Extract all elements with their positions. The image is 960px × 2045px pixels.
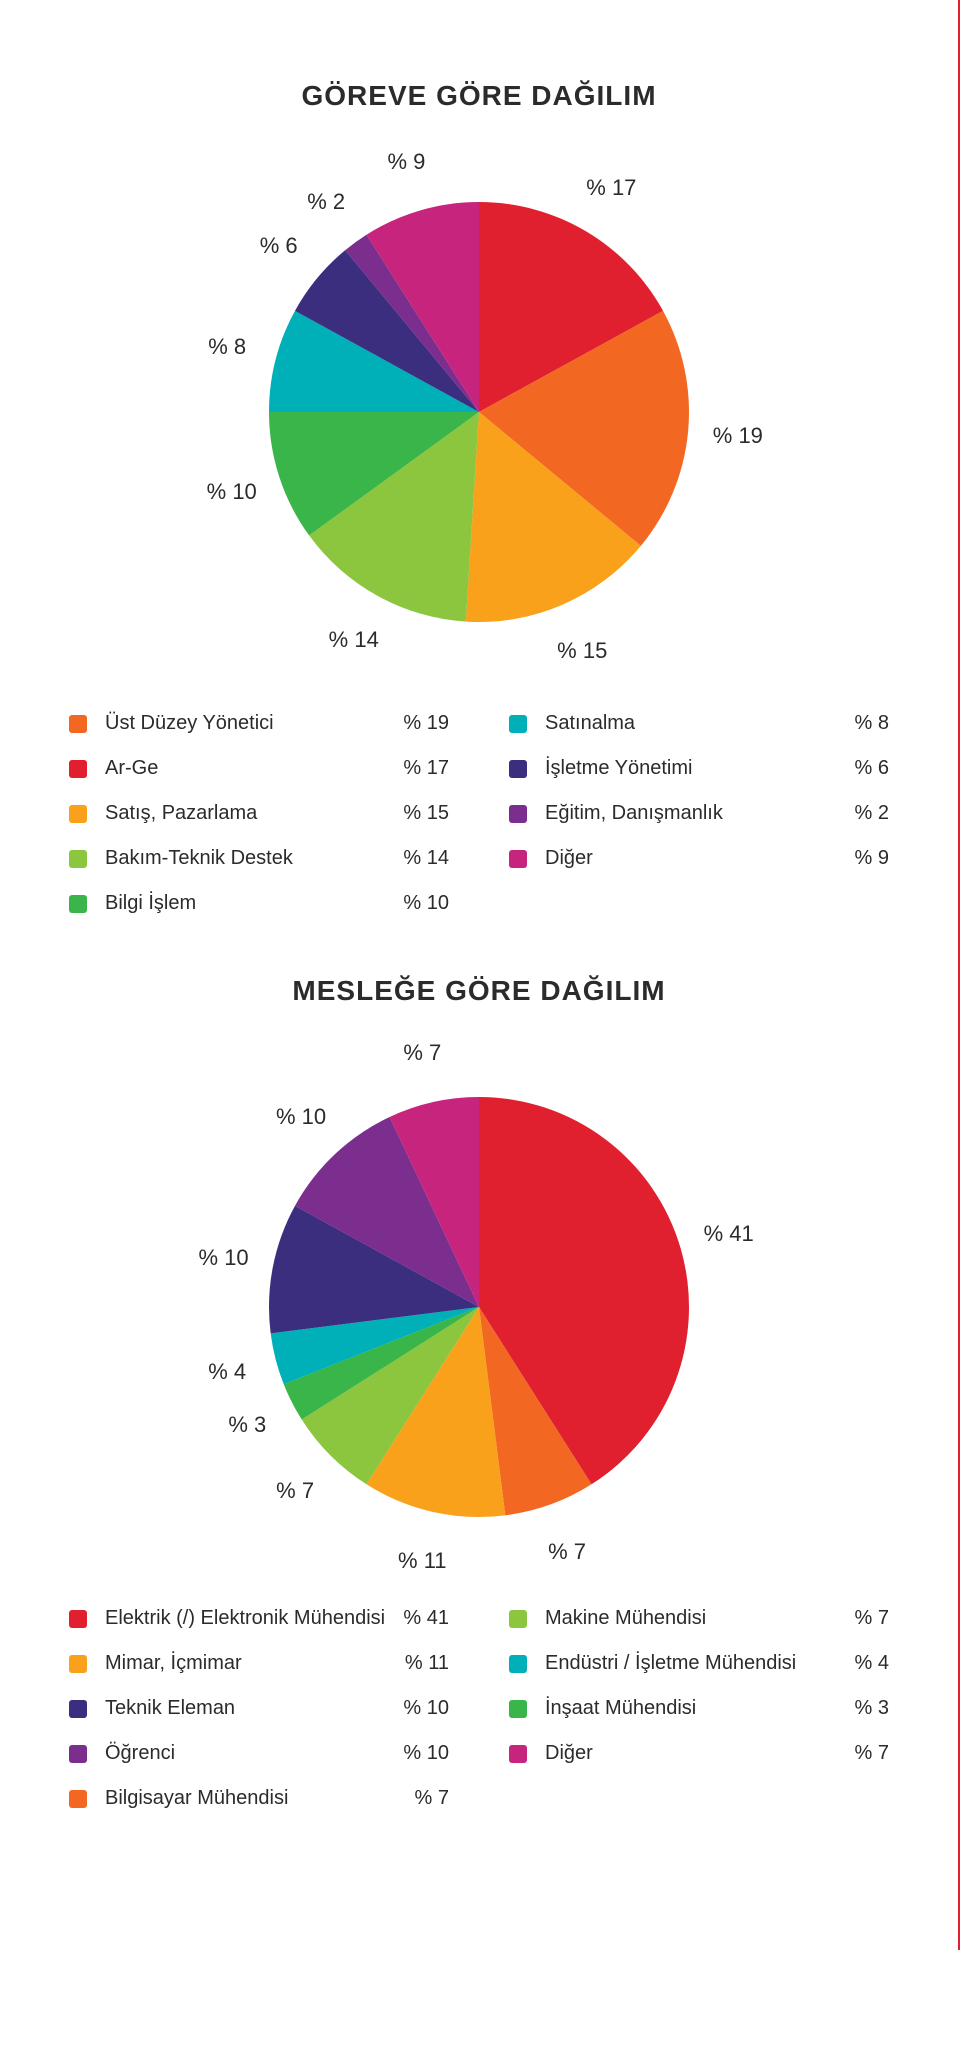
legend-label: Bilgi İşlem bbox=[105, 892, 389, 915]
legend-label: Eğitim, Danışmanlık bbox=[545, 802, 829, 825]
legend-value: % 11 bbox=[389, 1652, 449, 1675]
legend-label: Elektrik (/) Elektronik Mühendisi bbox=[105, 1607, 389, 1630]
legend-label: Üst Düzey Yönetici bbox=[105, 712, 389, 735]
legend-value: % 7 bbox=[389, 1787, 449, 1810]
legend-item: Satınalma % 8 bbox=[509, 712, 889, 735]
legend-label: Bakım-Teknik Destek bbox=[105, 847, 389, 870]
swatch-icon bbox=[509, 760, 527, 778]
legend-label: Ar-Ge bbox=[105, 757, 389, 780]
legend-item: Ar-Ge % 17 bbox=[69, 757, 449, 780]
legend-item: Endüstri / İşletme Mühendisi % 4 bbox=[509, 1652, 889, 1675]
swatch-icon bbox=[69, 850, 87, 868]
legend-label: Diğer bbox=[545, 1742, 829, 1765]
legend-label: Diğer bbox=[545, 847, 829, 870]
legend-value: % 9 bbox=[829, 847, 889, 870]
legend-column: Üst Düzey Yönetici % 19 Ar-Ge % 17 Satış… bbox=[69, 712, 449, 915]
legend-value: % 17 bbox=[389, 757, 449, 780]
legend: Üst Düzey Yönetici % 19 Ar-Ge % 17 Satış… bbox=[69, 712, 889, 915]
legend-column: Satınalma % 8 İşletme Yönetimi % 6 Eğiti… bbox=[509, 712, 889, 915]
legend-item: Diğer % 7 bbox=[509, 1742, 889, 1765]
legend-value: % 6 bbox=[829, 757, 889, 780]
legend-label: Mimar, İçmimar bbox=[105, 1652, 389, 1675]
legend-value: % 10 bbox=[389, 1697, 449, 1720]
legend-item: Mimar, İçmimar % 11 bbox=[69, 1652, 449, 1675]
legend-value: % 8 bbox=[829, 712, 889, 735]
legend-value: % 2 bbox=[829, 802, 889, 825]
legend-item: Öğrenci % 10 bbox=[69, 1742, 449, 1765]
legend-column: Makine Mühendisi % 7 Endüstri / İşletme … bbox=[509, 1607, 889, 1810]
swatch-icon bbox=[69, 760, 87, 778]
legend-value: % 10 bbox=[389, 892, 449, 915]
legend-value: % 7 bbox=[829, 1742, 889, 1765]
pie-chart: % 41% 7% 11% 7% 3% 4% 10% 10% 7 bbox=[179, 1047, 779, 1567]
legend-item: Teknik Eleman % 10 bbox=[69, 1697, 449, 1720]
legend-value: % 19 bbox=[389, 712, 449, 735]
swatch-icon bbox=[69, 715, 87, 733]
legend-value: % 10 bbox=[389, 1742, 449, 1765]
swatch-icon bbox=[509, 1655, 527, 1673]
chart-title: MESLEĞE GÖRE DAĞILIM bbox=[60, 975, 898, 1007]
swatch-icon bbox=[69, 1745, 87, 1763]
legend-label: Öğrenci bbox=[105, 1742, 389, 1765]
legend-value: % 41 bbox=[389, 1607, 449, 1630]
swatch-icon bbox=[69, 1610, 87, 1628]
legend-item: Bilgi İşlem % 10 bbox=[69, 892, 449, 915]
swatch-icon bbox=[69, 1700, 87, 1718]
legend-label: Makine Mühendisi bbox=[545, 1607, 829, 1630]
legend-label: Satış, Pazarlama bbox=[105, 802, 389, 825]
swatch-icon bbox=[509, 805, 527, 823]
legend-item: İşletme Yönetimi % 6 bbox=[509, 757, 889, 780]
swatch-icon bbox=[69, 805, 87, 823]
swatch-icon bbox=[509, 715, 527, 733]
legend-label: Teknik Eleman bbox=[105, 1697, 389, 1720]
chart-meslege-gore: MESLEĞE GÖRE DAĞILIM % 41% 7% 11% 7% 3% … bbox=[60, 975, 898, 1810]
legend-value: % 15 bbox=[389, 802, 449, 825]
legend-value: % 3 bbox=[829, 1697, 889, 1720]
legend-label: İşletme Yönetimi bbox=[545, 757, 829, 780]
legend-item: Elektrik (/) Elektronik Mühendisi % 41 bbox=[69, 1607, 449, 1630]
legend-item: Bilgisayar Mühendisi % 7 bbox=[69, 1787, 449, 1810]
legend-value: % 4 bbox=[829, 1652, 889, 1675]
legend-column: Elektrik (/) Elektronik Mühendisi % 41 M… bbox=[69, 1607, 449, 1810]
legend-label: İnşaat Mühendisi bbox=[545, 1697, 829, 1720]
legend-item: Üst Düzey Yönetici % 19 bbox=[69, 712, 449, 735]
pie-chart: % 17% 19% 15% 14% 10% 8% 6% 2% 9 bbox=[179, 152, 779, 672]
legend-label: Satınalma bbox=[545, 712, 829, 735]
legend-label: Bilgisayar Mühendisi bbox=[105, 1787, 389, 1810]
legend-item: Diğer % 9 bbox=[509, 847, 889, 870]
swatch-icon bbox=[509, 1700, 527, 1718]
swatch-icon bbox=[509, 1745, 527, 1763]
legend-item: İnşaat Mühendisi % 3 bbox=[509, 1697, 889, 1720]
legend-item: Eğitim, Danışmanlık % 2 bbox=[509, 802, 889, 825]
swatch-icon bbox=[509, 1610, 527, 1628]
swatch-icon bbox=[69, 1655, 87, 1673]
swatch-icon bbox=[509, 850, 527, 868]
legend: Elektrik (/) Elektronik Mühendisi % 41 M… bbox=[69, 1607, 889, 1810]
legend-item: Satış, Pazarlama % 15 bbox=[69, 802, 449, 825]
swatch-icon bbox=[69, 1790, 87, 1808]
swatch-icon bbox=[69, 895, 87, 913]
legend-item: Bakım-Teknik Destek % 14 bbox=[69, 847, 449, 870]
chart-title: GÖREVE GÖRE DAĞILIM bbox=[60, 80, 898, 112]
legend-value: % 14 bbox=[389, 847, 449, 870]
legend-label: Endüstri / İşletme Mühendisi bbox=[545, 1652, 829, 1675]
chart-goreve-gore: GÖREVE GÖRE DAĞILIM % 17% 19% 15% 14% 10… bbox=[60, 80, 898, 915]
legend-value: % 7 bbox=[829, 1607, 889, 1630]
legend-item: Makine Mühendisi % 7 bbox=[509, 1607, 889, 1630]
